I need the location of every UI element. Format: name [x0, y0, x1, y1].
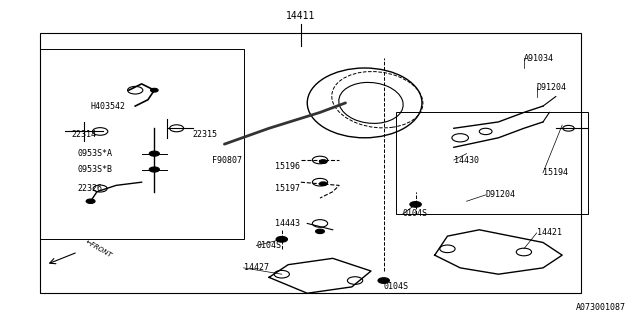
Circle shape [316, 229, 324, 234]
Text: 14443: 14443 [275, 219, 300, 228]
Bar [40, 49, 244, 239]
Text: ←FRONT: ←FRONT [84, 239, 113, 259]
Text: D91204: D91204 [537, 83, 566, 92]
Circle shape [149, 151, 159, 156]
Text: 0953S*B: 0953S*B [78, 165, 113, 174]
Text: 14427: 14427 [244, 263, 269, 272]
Circle shape [319, 160, 327, 164]
Circle shape [150, 88, 158, 92]
Text: 22314: 22314 [72, 130, 97, 139]
Circle shape [149, 167, 159, 172]
Text: H403542: H403542 [91, 101, 125, 111]
Bar [396, 112, 588, 214]
Text: 0104S: 0104S [384, 282, 409, 292]
Text: 0104S: 0104S [403, 209, 428, 219]
Text: A91034: A91034 [524, 54, 554, 63]
Text: 15197: 15197 [275, 184, 300, 193]
Bar [40, 33, 581, 293]
Circle shape [86, 199, 95, 204]
Text: 15196: 15196 [275, 162, 300, 171]
Circle shape [276, 236, 287, 242]
Circle shape [378, 278, 390, 284]
Text: F90807: F90807 [212, 156, 242, 164]
Text: 14411: 14411 [286, 11, 316, 21]
Circle shape [410, 202, 421, 207]
Text: 14430: 14430 [454, 156, 479, 164]
Text: A073001087: A073001087 [576, 303, 626, 312]
Text: D91204: D91204 [486, 190, 516, 199]
Text: 22326: 22326 [78, 184, 103, 193]
Text: 14421: 14421 [537, 228, 562, 237]
Text: 22315: 22315 [193, 130, 218, 139]
Text: 0104S: 0104S [256, 241, 281, 250]
Text: 0953S*A: 0953S*A [78, 149, 113, 158]
Text: 15194: 15194 [543, 168, 568, 177]
Circle shape [319, 182, 327, 186]
